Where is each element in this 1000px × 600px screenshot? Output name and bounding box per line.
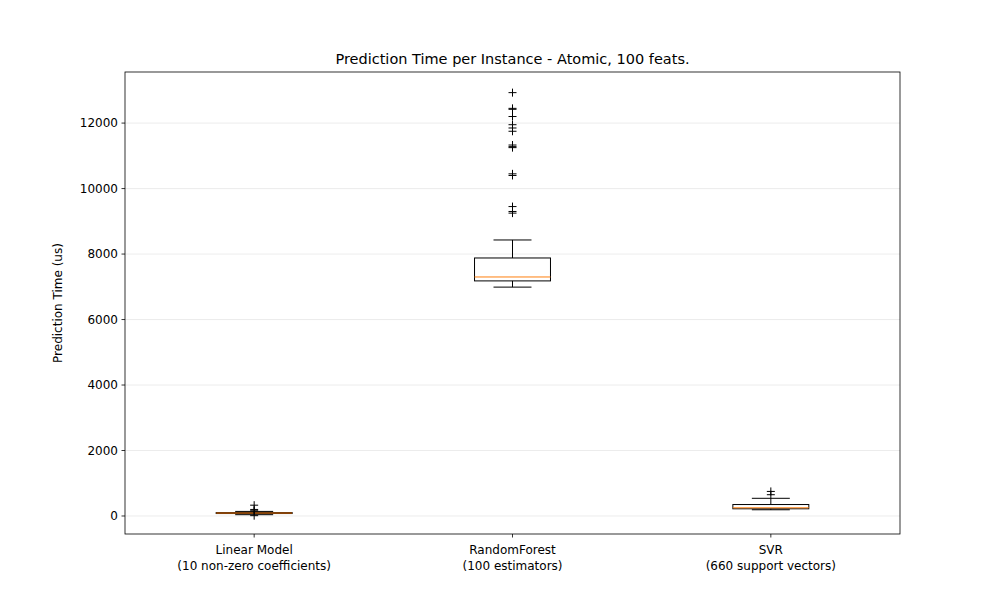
y-axis-label: Prediction Time (us)	[51, 243, 65, 363]
x-tick-label: RandomForest (100 estimators)	[462, 543, 562, 573]
grid-line	[125, 450, 900, 451]
cap-low	[752, 509, 790, 510]
x-tick-label-line: (10 non-zero coefficients)	[177, 559, 331, 573]
y-tick	[122, 188, 126, 189]
y-tick-label: 12000	[80, 116, 118, 130]
outlier	[509, 113, 517, 121]
x-tick-label: SVR (660 support vectors)	[706, 543, 836, 573]
x-tick-label-line: (660 support vectors)	[706, 559, 836, 573]
outlier	[767, 487, 775, 495]
x-tick	[770, 534, 771, 538]
y-tick-label: 0	[110, 509, 118, 523]
outlier	[509, 121, 517, 129]
x-tick-label-line: SVR	[759, 543, 783, 557]
grid-line	[125, 515, 900, 516]
y-tick	[122, 319, 126, 320]
y-tick-label: 6000	[87, 313, 118, 327]
y-tick	[122, 123, 126, 124]
x-tick	[254, 534, 255, 538]
grid-line	[125, 319, 900, 320]
y-tick-label: 4000	[87, 378, 118, 392]
title: Prediction Time per Instance - Atomic, 1…	[335, 51, 689, 67]
y-tick-label: 2000	[87, 444, 118, 458]
y-tick-label: 8000	[87, 247, 118, 261]
outlier	[509, 104, 517, 112]
chart: 0 2000 4000 6000 8000 10000 12000 Linear Model (…	[0, 0, 1000, 600]
x-tick-label-line: (100 estimators)	[462, 559, 562, 573]
y-tick-label: 10000	[80, 182, 118, 196]
cap-high	[494, 239, 532, 240]
outlier	[250, 501, 258, 509]
y-tick	[122, 385, 126, 386]
whisker-high	[770, 498, 771, 504]
x-tick-label-line: RandomForest	[469, 543, 556, 557]
grid-line	[125, 385, 900, 386]
outlier	[509, 141, 517, 149]
plot-marks	[216, 89, 809, 520]
whisker-high	[512, 240, 513, 258]
x-tick-label-line: Linear Model	[216, 543, 293, 557]
grid-line	[125, 188, 900, 189]
background	[0, 0, 1000, 600]
chart-container: 0 2000 4000 6000 8000 10000 12000 Linear Model (…	[0, 0, 1000, 600]
median	[733, 507, 809, 508]
outlier	[509, 105, 517, 113]
plot-frame	[125, 72, 900, 534]
cap-low	[494, 287, 532, 288]
outlier	[509, 203, 517, 211]
outlier	[509, 89, 517, 97]
outlier	[509, 170, 517, 178]
y-tick	[122, 254, 126, 255]
box	[733, 505, 809, 509]
y-tick	[122, 450, 126, 451]
median	[475, 276, 551, 277]
x-tick	[512, 534, 513, 538]
y-tick	[122, 515, 126, 516]
x-tick-label: Linear Model (10 non-zero coefficients)	[177, 543, 331, 573]
whisker-low	[512, 281, 513, 287]
box	[475, 258, 551, 281]
